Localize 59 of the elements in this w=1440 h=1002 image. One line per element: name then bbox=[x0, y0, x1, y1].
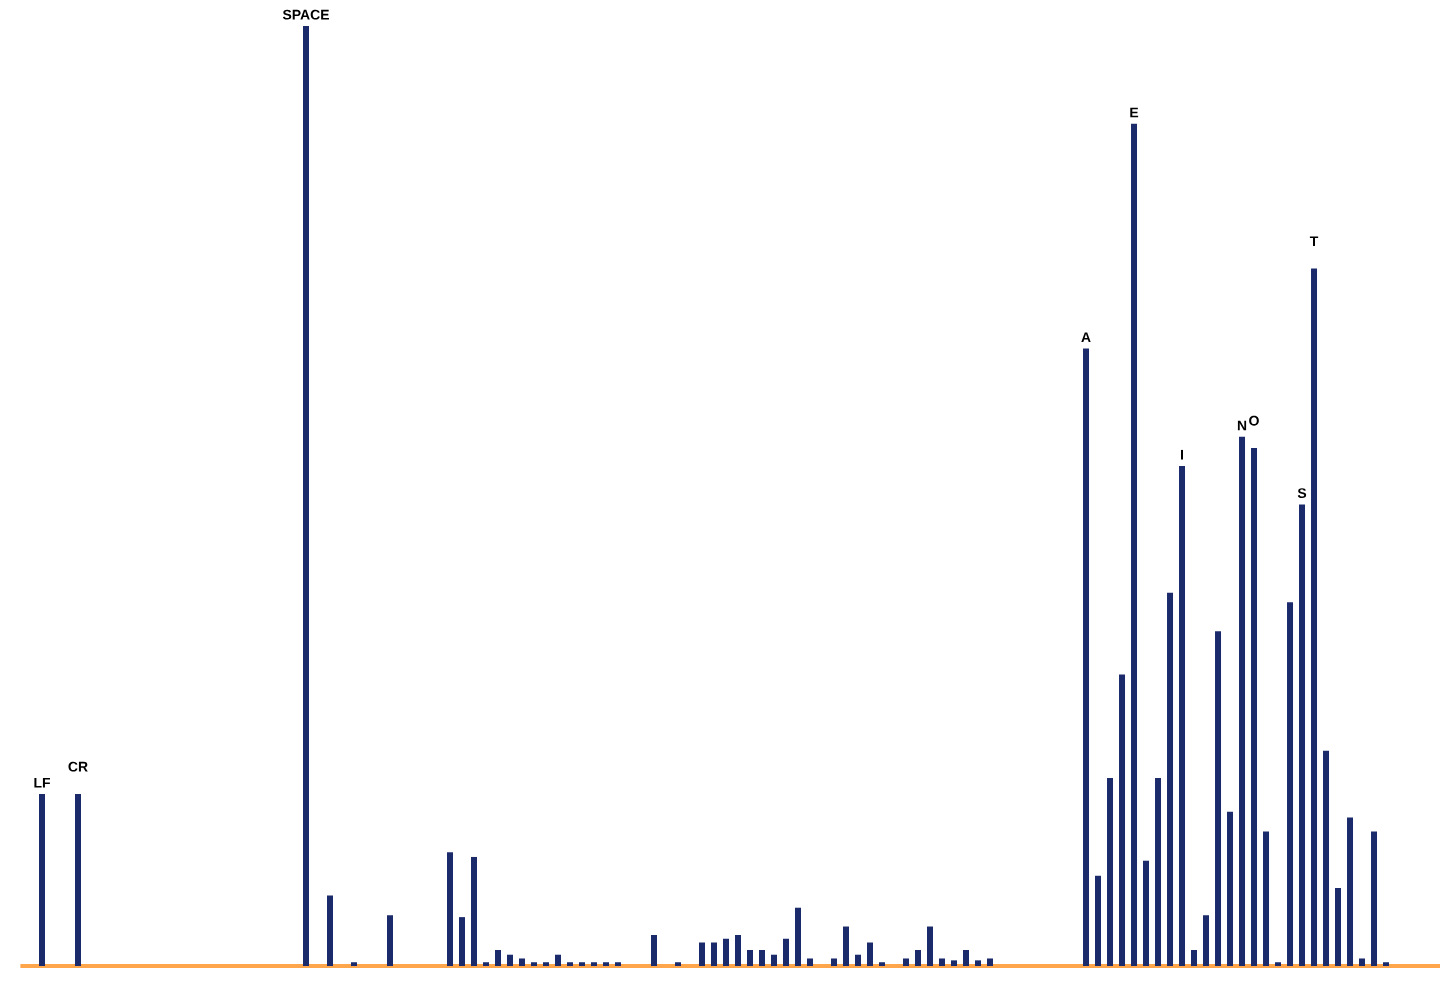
bar bbox=[1215, 631, 1222, 966]
bar bbox=[1287, 602, 1294, 966]
bar bbox=[1191, 950, 1198, 966]
bar bbox=[1371, 831, 1378, 966]
bar bbox=[747, 950, 754, 966]
bar bbox=[495, 950, 502, 966]
bar bbox=[75, 793, 81, 966]
bar bbox=[1251, 448, 1258, 966]
bar bbox=[711, 942, 718, 966]
bar bbox=[1095, 875, 1102, 966]
bar bbox=[759, 950, 766, 966]
bar bbox=[855, 954, 862, 966]
bar bbox=[1347, 817, 1354, 966]
bar bbox=[1131, 123, 1138, 966]
bar bbox=[807, 958, 814, 966]
bar bbox=[975, 960, 982, 966]
bar bbox=[699, 942, 706, 966]
bar bbox=[1335, 887, 1342, 966]
bar bbox=[987, 958, 994, 966]
bar bbox=[1239, 436, 1246, 966]
bar bbox=[1359, 958, 1366, 966]
bar bbox=[327, 895, 333, 966]
bar bbox=[1323, 750, 1330, 966]
bar bbox=[303, 25, 309, 966]
bar bbox=[939, 958, 946, 966]
bar bbox=[519, 958, 526, 966]
bar bbox=[963, 950, 970, 966]
bar bbox=[771, 954, 778, 966]
bar bbox=[867, 942, 874, 966]
bar bbox=[1143, 860, 1150, 966]
bar bbox=[651, 934, 658, 966]
bar bbox=[735, 934, 742, 966]
bar bbox=[1263, 831, 1270, 966]
bar bbox=[1299, 504, 1306, 966]
bar bbox=[927, 926, 934, 966]
bar bbox=[507, 954, 514, 966]
bar bbox=[903, 958, 910, 966]
bar bbox=[843, 926, 850, 966]
bar bbox=[795, 907, 802, 966]
bar bbox=[1179, 465, 1186, 966]
bar bbox=[39, 793, 45, 966]
bar bbox=[783, 938, 790, 966]
bar bbox=[459, 917, 466, 966]
bar bbox=[1227, 811, 1234, 966]
bar bbox=[447, 852, 454, 966]
bar bbox=[915, 950, 922, 966]
bar bbox=[555, 954, 562, 966]
bar bbox=[1155, 778, 1162, 966]
bar bbox=[1083, 348, 1090, 966]
bar bbox=[1203, 915, 1210, 966]
bar bbox=[387, 915, 394, 966]
bar bbox=[1167, 592, 1174, 966]
bar bbox=[951, 960, 958, 966]
bar bbox=[471, 856, 478, 966]
bar bbox=[1311, 268, 1318, 966]
bar bbox=[1107, 778, 1114, 966]
bar bbox=[723, 938, 730, 966]
bar bbox=[831, 958, 838, 966]
bar bbox=[1119, 674, 1126, 966]
